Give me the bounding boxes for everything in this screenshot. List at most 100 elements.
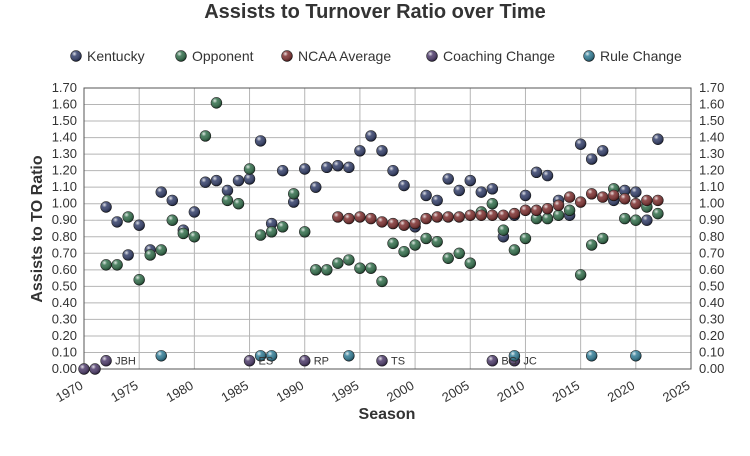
- data-point-sheen: [652, 133, 664, 145]
- data-point-sheen: [354, 262, 366, 274]
- data-points: [78, 97, 664, 375]
- data-point-sheen: [376, 145, 388, 157]
- data-point-sheen: [343, 254, 355, 266]
- legend-label: Coaching Change: [443, 48, 555, 64]
- data-point-sheen: [255, 350, 266, 362]
- x-tick-label: 1985: [218, 378, 251, 405]
- legend-item: NCAA Average: [281, 48, 391, 64]
- x-tick-label: 2025: [660, 378, 693, 405]
- x-tick-label: 1975: [108, 378, 141, 405]
- chart-title: Assists to Turnover Ratio over Time: [204, 1, 546, 23]
- data-point-sheen: [586, 153, 598, 165]
- legend: Kentucky Opponent NCAA Average Coaching Cha…: [70, 48, 682, 64]
- data-point-sheen: [200, 130, 211, 142]
- x-tick-label: 1970: [53, 378, 86, 405]
- data-point-sheen: [354, 145, 366, 157]
- y-tick-label-right: 0.10: [699, 344, 724, 359]
- y-tick-label-right: 0.50: [699, 278, 724, 293]
- coaching-annotation: BG: [501, 356, 517, 368]
- data-point-sheen: [200, 176, 211, 188]
- y-tick-label-right: 1.30: [699, 146, 724, 161]
- data-point-sheen: [365, 213, 377, 224]
- x-axis-title: Season: [359, 406, 416, 423]
- data-point-sheen: [100, 201, 112, 213]
- y-tick-label-right: 0.70: [699, 245, 724, 260]
- data-point-sheen: [376, 275, 388, 287]
- data-point-sheen: [509, 208, 520, 220]
- coaching-annotation: RP: [314, 356, 329, 368]
- data-point-sheen: [244, 173, 255, 185]
- y-tick-label-left: 0.00: [52, 361, 77, 376]
- grid: [83, 87, 692, 370]
- y-tick-label-left: 1.60: [52, 97, 77, 112]
- data-point-sheen: [453, 185, 465, 196]
- data-point-sheen: [442, 252, 454, 264]
- legend-item: Kentucky: [70, 48, 145, 64]
- series-coaching-change: [78, 355, 521, 375]
- y-tick-label-left: 1.30: [52, 146, 77, 161]
- data-point-sheen: [343, 161, 355, 173]
- data-point-sheen: [597, 233, 609, 244]
- data-point-sheen: [630, 350, 642, 362]
- data-point-sheen: [619, 213, 631, 224]
- y-ticks-left: 0.00 0.100.20 0.300.40 0.500.60 0.700.80 0.90…: [52, 80, 77, 376]
- y-tick-label-right: 0.00: [699, 361, 724, 376]
- x-tick-label: 1980: [163, 378, 196, 405]
- data-point-sheen: [288, 188, 300, 200]
- data-point-sheen: [155, 244, 167, 256]
- data-point-sheen: [188, 206, 200, 218]
- data-point-sheen: [431, 195, 443, 206]
- data-point-sheen: [166, 195, 178, 206]
- legend-item: Opponent: [175, 48, 254, 64]
- data-point-sheen: [277, 221, 289, 233]
- data-point-sheen: [531, 166, 542, 178]
- data-point-sheen: [365, 262, 377, 274]
- legend-item: Rule Change: [583, 48, 682, 64]
- x-tick-label: 2010: [494, 378, 527, 405]
- data-point-sheen: [409, 218, 421, 229]
- data-point-sheen: [486, 183, 498, 195]
- data-point-sheen: [520, 204, 531, 216]
- data-point-sheen: [376, 355, 388, 367]
- data-point-sheen: [122, 249, 134, 261]
- data-point-sheen: [409, 239, 421, 251]
- data-point-sheen: [630, 186, 642, 198]
- data-point-sheen: [575, 196, 587, 208]
- data-point-sheen: [133, 219, 145, 231]
- data-point-sheen: [354, 211, 366, 223]
- legend-marker-sheen: [175, 50, 187, 62]
- data-point-sheen: [531, 204, 542, 216]
- data-point-sheen: [553, 199, 564, 211]
- series-opponent: [100, 97, 664, 288]
- data-point-sheen: [332, 211, 344, 223]
- data-point-sheen: [586, 350, 598, 362]
- data-point-sheen: [398, 180, 410, 191]
- data-point-sheen: [387, 165, 399, 177]
- coaching-annotation: TS: [391, 356, 405, 368]
- y-tick-label-right: 1.40: [699, 130, 724, 145]
- data-point-sheen: [244, 355, 255, 367]
- data-point-sheen: [520, 190, 531, 201]
- data-point-sheen: [387, 218, 399, 229]
- data-point-sheen: [431, 236, 443, 248]
- annotations: JBH ES RP TS BG JC: [115, 356, 537, 368]
- data-point-sheen: [509, 350, 520, 362]
- data-point-sheen: [100, 259, 112, 271]
- y-tick-label-left: 1.50: [52, 113, 77, 128]
- data-point-sheen: [177, 228, 189, 239]
- data-point-sheen: [564, 204, 575, 216]
- data-point-sheen: [542, 213, 553, 224]
- data-point-sheen: [542, 170, 553, 182]
- data-point-sheen: [343, 213, 355, 224]
- data-point-sheen: [586, 239, 598, 251]
- data-point-sheen: [299, 226, 311, 238]
- y-tick-label-left: 1.10: [52, 179, 77, 194]
- data-point-sheen: [222, 185, 233, 196]
- data-point-sheen: [453, 211, 465, 223]
- x-tick-label: 1990: [274, 378, 307, 405]
- data-point-sheen: [376, 216, 388, 228]
- data-point-sheen: [652, 208, 664, 220]
- legend-label: Opponent: [192, 48, 254, 64]
- y-tick-label-left: 0.30: [52, 311, 77, 326]
